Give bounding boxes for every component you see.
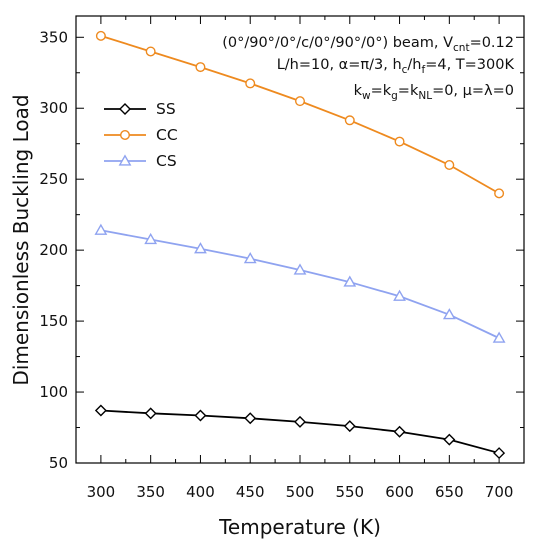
annotation-line-2-sub1: c: [402, 64, 408, 76]
y-tick-label: 200: [39, 241, 68, 259]
y-tick-label: 50: [49, 454, 68, 472]
x-axis-label: Temperature (K): [218, 515, 381, 539]
data-point-ss: [493, 447, 506, 460]
annotation-line-1-sub: cnt: [453, 42, 470, 54]
legend: SS CC CS: [104, 100, 178, 170]
data-point-cc: [444, 159, 455, 170]
x-tick-label: 400: [186, 483, 215, 501]
annotation-line-1-main: (0°/90°/0°/c/0°/90°/0°) beam, V: [222, 35, 453, 51]
x-tick-label: 350: [136, 483, 165, 501]
data-point-cc: [394, 136, 405, 147]
data-point-cs: [393, 289, 406, 301]
x-tick-label: 600: [385, 483, 414, 501]
x-tick-label: 700: [485, 483, 514, 501]
series-line-cs: [100, 229, 500, 339]
annotation-line-3-sub3: NL: [418, 90, 432, 102]
legend-marker-cc: [119, 129, 130, 140]
x-tick-label: 500: [286, 483, 315, 501]
y-tick-label: 150: [39, 312, 68, 330]
annotation-line-2-c: =4, T=300K: [425, 57, 514, 73]
data-point-ss: [144, 407, 157, 420]
data-point-cs: [144, 232, 158, 245]
data-point-ss: [94, 404, 107, 417]
annotation-line-1: (0°/90°/0°/c/0°/90°/0°) beam, Vcnt=0.12: [222, 35, 514, 54]
data-point-ss: [443, 433, 456, 446]
data-point-cc: [494, 188, 505, 199]
y-tick-label: 300: [39, 99, 68, 117]
axis-tick-labels: 300 350 400 450 500 550 600 650 700 50 100 150 200 25…: [39, 28, 513, 501]
annotation-line-3-c: =k: [398, 83, 419, 99]
annotation-line-2-sub2: f: [422, 64, 426, 76]
data-point-ss: [343, 420, 356, 433]
annotation-line-2-b: /h: [407, 57, 421, 73]
data-point-cs: [293, 263, 307, 275]
data-point-ss: [294, 415, 306, 428]
series-cs: [94, 223, 506, 343]
legend-label-cs: CS: [156, 152, 177, 170]
y-tick-label: 250: [39, 170, 68, 188]
data-point-ss: [393, 425, 406, 438]
annotation-line-3-sub2: g: [391, 90, 398, 102]
annotation-line-2: L/h=10, α=π/3, hc/hf=4, T=300K: [277, 57, 515, 76]
y-axis-label: Dimensionless Buckling Load: [9, 94, 33, 385]
legend-marker-cs: [118, 154, 132, 166]
data-series: [94, 30, 506, 460]
data-point-cs: [94, 223, 108, 235]
x-tick-label: 450: [236, 483, 265, 501]
y-tick-label: 100: [39, 383, 68, 401]
annotation-line-3: kw=kg=kNL=0, μ=λ=0: [354, 83, 514, 102]
data-point-cc: [145, 46, 156, 57]
data-point-ss: [244, 412, 257, 425]
axis-ticks: [75, 16, 525, 464]
x-tick-label: 300: [87, 483, 116, 501]
data-point-cs: [243, 252, 257, 264]
data-point-cc: [95, 30, 106, 41]
annotation-line-1-end: =0.12: [470, 35, 514, 51]
annotation-line-3-sub1: w: [362, 90, 371, 102]
series-ss: [94, 404, 506, 460]
data-point-cc: [195, 62, 206, 73]
annotation-line-3-d: =0, μ=λ=0: [432, 83, 514, 99]
data-point-cc: [344, 115, 355, 126]
data-point-cc: [295, 96, 306, 107]
data-point-cc: [245, 78, 256, 89]
data-point-cs: [492, 331, 506, 343]
data-point-cs: [442, 308, 456, 320]
legend-marker-ss: [119, 103, 131, 115]
legend-label-cc: CC: [156, 126, 178, 144]
x-tick-label: 650: [435, 483, 464, 501]
annotation-line-3-b: =k: [371, 83, 392, 99]
annotation-line-2-a: L/h=10, α=π/3, h: [277, 57, 402, 73]
annotation-line-3-a: k: [354, 83, 363, 99]
data-point-ss: [194, 409, 207, 422]
data-point-cs: [194, 242, 207, 254]
x-tick-label: 550: [335, 483, 364, 501]
data-point-cs: [343, 275, 357, 287]
y-tick-label: 350: [39, 28, 68, 46]
series-cc: [95, 30, 505, 199]
legend-label-ss: SS: [156, 100, 176, 118]
